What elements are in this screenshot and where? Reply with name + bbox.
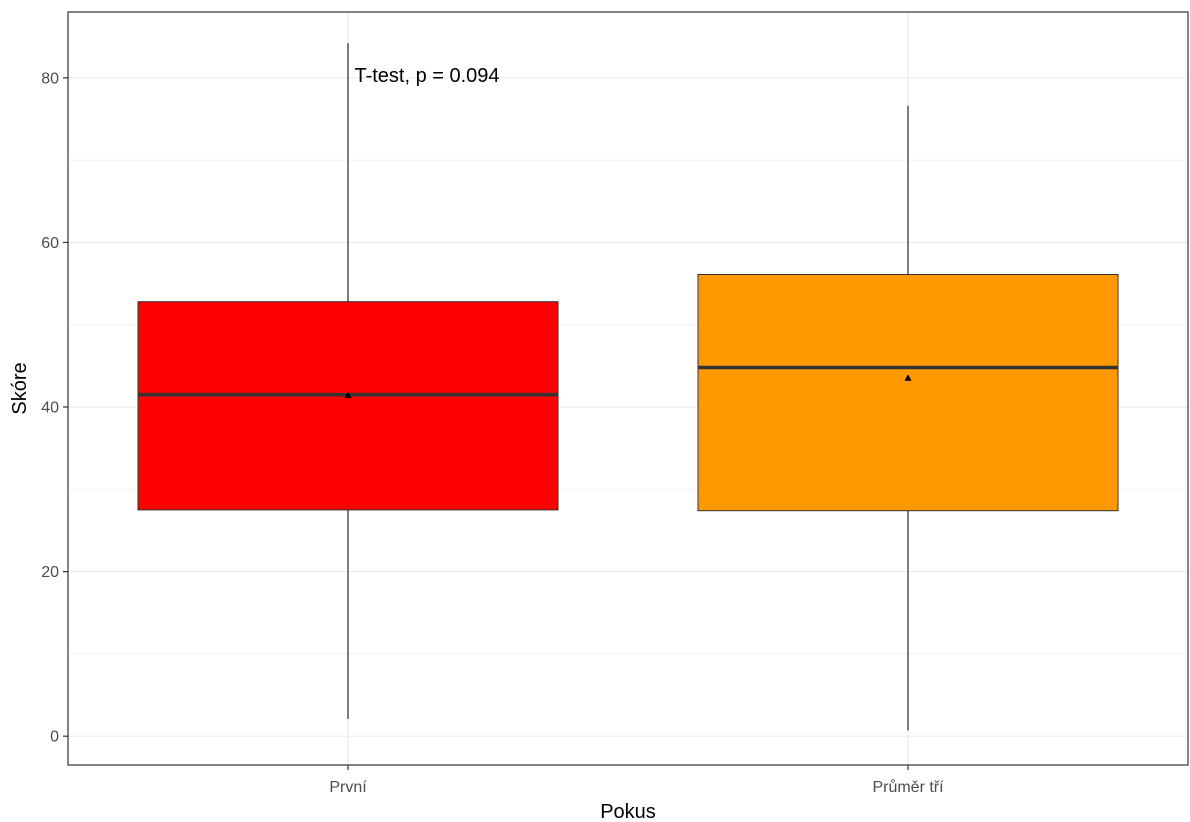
y-tick-label: 60 [41,235,59,252]
box-body [137,301,559,511]
mean-marker [904,374,912,381]
x-tick-label: Průměr tří [872,778,944,796]
x-tick-label: První [329,779,367,796]
y-tick-label: 40 [41,400,59,417]
mean-marker [344,391,352,398]
plot-panel-border [67,11,1189,766]
y-axis-title: Skóre [9,362,31,414]
y-tick-label: 0 [50,729,59,746]
x-axis-title: Pokus [600,801,656,822]
box-series [137,43,1119,731]
box-group [697,105,1119,731]
box-body [697,274,1119,512]
axes: 0 20 40 60 80 První Průměr tří [41,70,944,796]
t-test-annotation: T-test, p = 0.094 [354,65,499,87]
box-group [137,43,559,719]
y-tick-label: 20 [41,564,59,581]
y-tick-label: 80 [41,70,59,87]
